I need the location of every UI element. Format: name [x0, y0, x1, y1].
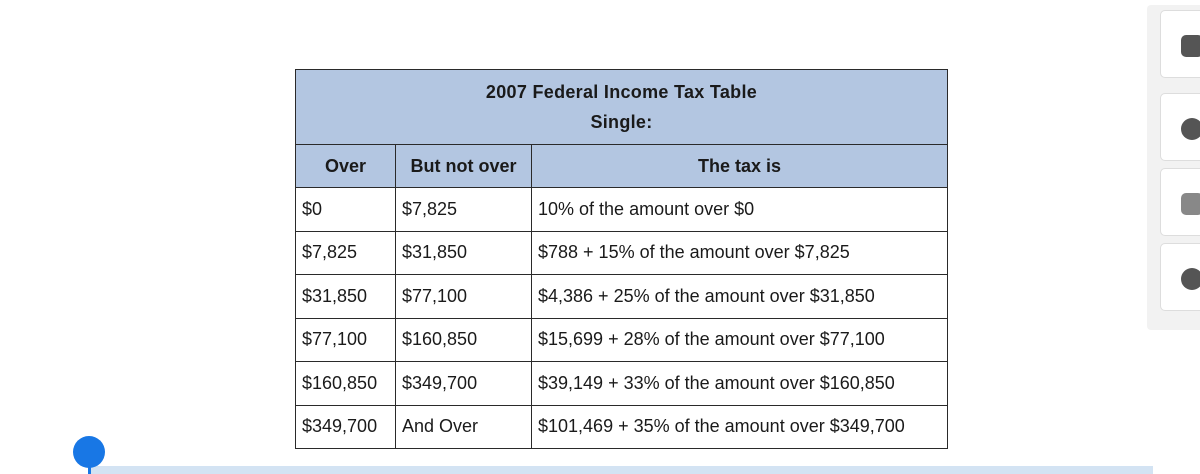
- table-cell: $77,100: [295, 317, 396, 362]
- table-cell: $31,850: [395, 230, 532, 275]
- title-row: 2007 Federal Income Tax Table Single:: [295, 69, 948, 145]
- table-row: $31,850 $77,100 $4,386 + 25% of the amount…: [295, 274, 948, 319]
- header-cell: Over: [295, 144, 396, 188]
- table-cell: $15,699 + 28% of the amount over $77,100: [531, 317, 948, 362]
- table-row: $0 $7,825 10% of the amount over $0: [295, 187, 948, 232]
- table-cell: $160,850: [395, 317, 532, 362]
- header-cell: But not over: [395, 144, 532, 188]
- table-cell: $101,469 + 35% of the amount over $349,7…: [531, 404, 948, 449]
- table-row: $77,100 $160,850 $15,699 + 28% of the amou…: [295, 317, 948, 362]
- progress-bar: [90, 466, 1153, 474]
- table-row: $349,700 And Over $101,469 + 35% of the am…: [295, 404, 948, 449]
- table-cell: $788 + 15% of the amount over $7,825: [531, 230, 948, 275]
- print-button[interactable]: [1160, 10, 1200, 78]
- table-row: $160,850 $349,700 $39,149 + 33% of the amo…: [295, 361, 948, 406]
- globe-icon: [1181, 118, 1200, 140]
- table-cell: $31,850: [295, 274, 396, 319]
- sidebar: [1147, 5, 1200, 330]
- header-cell: The tax is: [531, 144, 948, 188]
- translate-icon: [1181, 193, 1200, 215]
- print-icon: [1181, 35, 1200, 57]
- progress-handle[interactable]: [73, 436, 105, 468]
- table-cell: $7,825: [295, 230, 396, 275]
- table-cell: And Over: [395, 404, 532, 449]
- table-cell: $4,386 + 25% of the amount over $31,850: [531, 274, 948, 319]
- table-title: 2007 Federal Income Tax Table: [485, 82, 758, 102]
- mic-icon: [1181, 268, 1200, 290]
- header-row: Over But not over The tax is: [295, 144, 948, 188]
- title-cell: 2007 Federal Income Tax Table Single:: [295, 69, 948, 145]
- tax-table: 2007 Federal Income Tax Table Single: Ov…: [295, 69, 948, 449]
- table-cell: $160,850: [295, 361, 396, 406]
- table-cell: $349,700: [295, 404, 396, 449]
- table-subtitle: Single:: [590, 112, 653, 132]
- table-cell: $0: [295, 187, 396, 232]
- table-cell: $39,149 + 33% of the amount over $160,85…: [531, 361, 948, 406]
- table-cell: $349,700: [395, 361, 532, 406]
- table-cell: $77,100: [395, 274, 532, 319]
- table-cell: 10% of the amount over $0: [531, 187, 948, 232]
- table-row: $7,825 $31,850 $788 + 15% of the amount ov…: [295, 230, 948, 275]
- translate-button[interactable]: [1160, 168, 1200, 236]
- table-cell: $7,825: [395, 187, 532, 232]
- mic-button[interactable]: [1160, 243, 1200, 311]
- globe-button[interactable]: [1160, 93, 1200, 161]
